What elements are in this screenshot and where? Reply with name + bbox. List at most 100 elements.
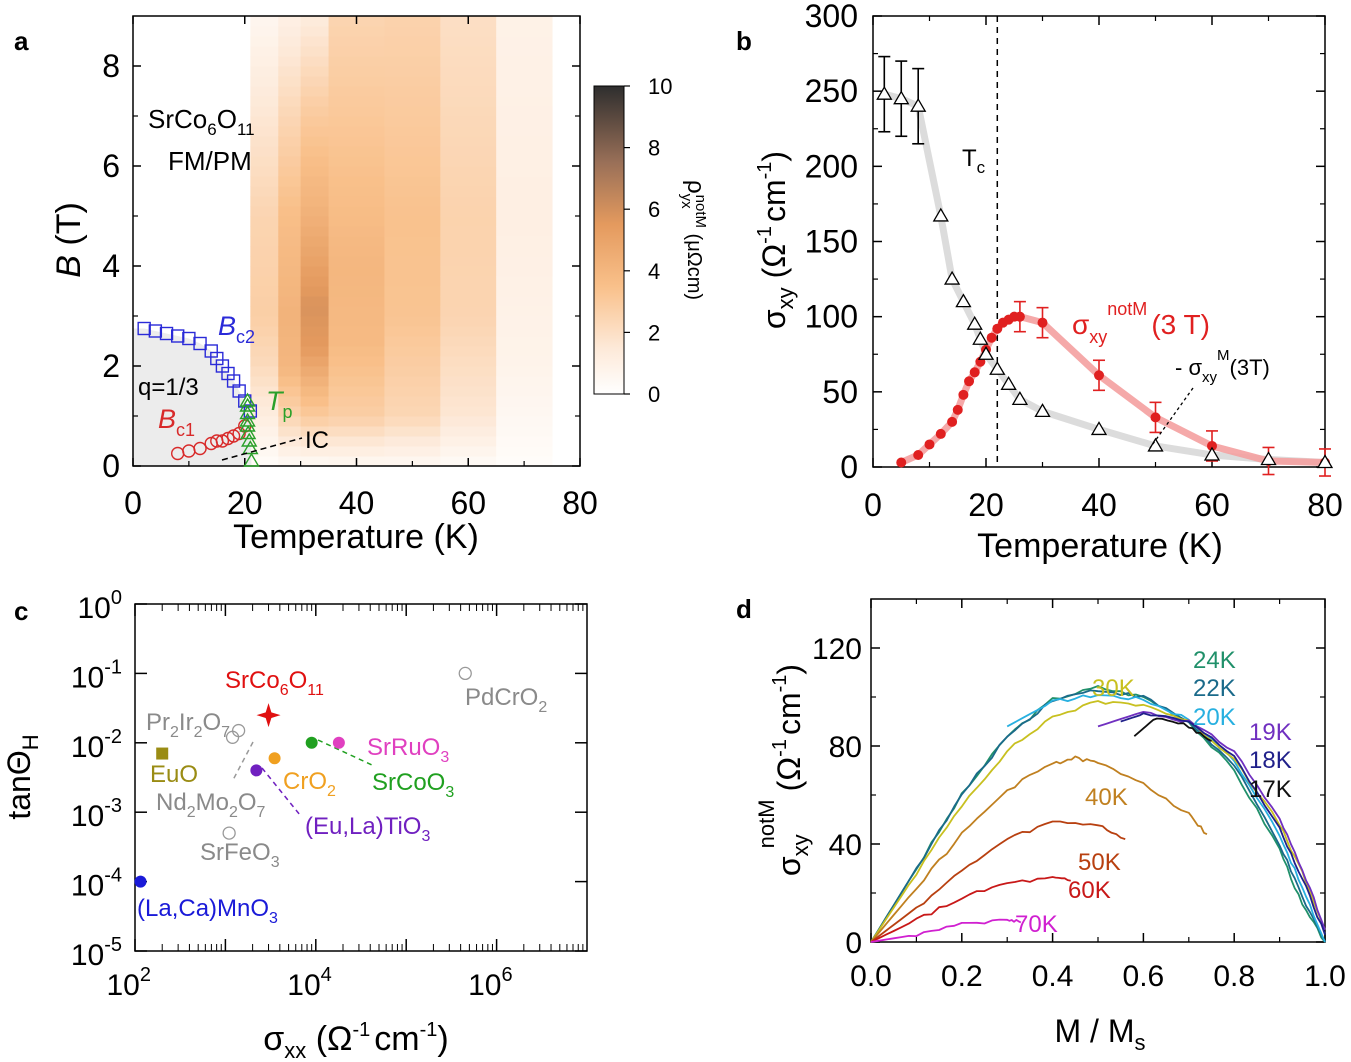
material-label: SrCo6O11 <box>225 667 324 699</box>
heatmap-cell <box>328 316 385 327</box>
series-label-70K: 70K <box>1015 911 1058 938</box>
heatmap-cell <box>278 406 302 417</box>
heatmap-cell <box>278 46 302 57</box>
heatmap-cell <box>250 246 279 257</box>
heatmap-cell <box>278 286 302 297</box>
heatmap-cell <box>440 116 497 127</box>
heatmap-cell <box>440 346 497 357</box>
heatmap-cell <box>496 406 553 417</box>
heatmap-cell <box>496 236 553 247</box>
heatmap-cell <box>496 26 553 37</box>
heatmap-cell <box>384 86 441 97</box>
panel-b-xtick: 40 <box>1081 487 1117 523</box>
heatmap-cell <box>300 276 330 287</box>
guide-curve <box>897 313 1329 466</box>
panel-c-ytick: 10-3 <box>71 795 122 833</box>
panel-b: b 0 20 40 60 80 0 50 100 150 200 250 300 Tc σxynotM… <box>736 0 1343 565</box>
heatmap-cell <box>278 416 302 427</box>
heatmap-cell <box>328 276 385 287</box>
heatmap-cell <box>250 26 279 37</box>
panel-c-ticks: 102 104 106 100 10-1 10-2 10-3 10-4 10-5 <box>71 587 587 1002</box>
heatmap-cell <box>440 406 497 417</box>
panel-b-xlabel: Temperature (K) <box>977 527 1223 565</box>
heatmap-cell <box>300 176 330 187</box>
material-point <box>222 826 236 840</box>
heatmap-cell <box>496 296 553 307</box>
heatmap-cell <box>250 136 279 147</box>
tp-point <box>242 440 259 455</box>
heatmap-cell <box>328 416 385 427</box>
panel-a-compound: SrCo6O11 <box>148 104 255 139</box>
panel-b-xtick: 0 <box>864 487 882 523</box>
heatmap-cell <box>300 296 330 307</box>
series-label-17K: 17K <box>1249 776 1292 803</box>
panel-d-ylabel: σxynotM(Ω-1cm-1) <box>754 664 813 876</box>
heatmap-cell <box>278 256 302 267</box>
heatmap-cell <box>440 366 497 377</box>
heatmap-cell <box>278 446 302 457</box>
heatmap-cell <box>496 166 553 177</box>
heatmap-cell <box>278 56 302 67</box>
heatmap-cell <box>384 196 441 207</box>
heatmap-cell <box>440 436 497 447</box>
heatmap-cell <box>300 446 330 457</box>
heatmap-cell <box>496 436 553 447</box>
heatmap-cell <box>250 316 279 327</box>
heatmap-cell <box>300 206 330 217</box>
series-label-30K: 30K <box>1092 675 1135 702</box>
heatmap-cell <box>496 66 553 77</box>
heatmap-cell <box>440 56 497 67</box>
heatmap-cell <box>384 376 441 387</box>
heatmap-cell <box>328 266 385 277</box>
heatmap-cell <box>278 246 302 257</box>
panel-c-ytick: 10-5 <box>71 934 122 972</box>
heatmap-cell <box>384 436 441 447</box>
heatmap-cell <box>384 316 441 327</box>
panel-a-xtick: 20 <box>227 485 263 521</box>
panel-c-xtick: 106 <box>468 964 513 1002</box>
curve-22K <box>870 689 1326 943</box>
heatmap-cell <box>496 106 553 117</box>
m-point <box>910 97 927 112</box>
heatmap-cell <box>328 176 385 187</box>
heatmap-cell <box>384 386 441 397</box>
heatmap-cell <box>328 66 385 77</box>
heatmap-cell <box>250 76 279 87</box>
material-label: Pr2Ir2O7 <box>146 709 230 741</box>
series-label-20K: 20K <box>1193 704 1236 731</box>
heatmap-cell <box>278 266 302 277</box>
heatmap-cell <box>250 196 279 207</box>
notm-point <box>969 367 980 378</box>
panel-d-label: d <box>736 594 752 624</box>
material-label: EuO <box>150 761 198 788</box>
heatmap-cell <box>496 256 553 267</box>
heatmap-cell <box>278 306 302 317</box>
heatmap-cell <box>384 156 441 167</box>
heatmap-cell <box>278 136 302 147</box>
panel-c-label: c <box>14 596 28 626</box>
heatmap-cell <box>496 306 553 317</box>
panel-b-notm-label: σxynotM (3 T) <box>1072 299 1210 347</box>
heatmap-cell <box>250 126 279 137</box>
heatmap-cell <box>496 16 553 27</box>
heatmap-cell <box>300 386 330 397</box>
heatmap-cell <box>440 266 497 277</box>
panel-a-ytick: 8 <box>102 48 120 84</box>
heatmap-cell <box>384 96 441 107</box>
panel-d-ytick: 0 <box>845 927 862 960</box>
heatmap-cell <box>440 156 497 167</box>
tp-point <box>239 417 256 432</box>
heatmap-cell <box>250 456 279 466</box>
heatmap-cell <box>496 76 553 87</box>
heatmap-cell <box>278 396 302 407</box>
heatmap-cell <box>250 146 279 157</box>
heatmap-cell <box>250 46 279 57</box>
heatmap-cell <box>384 26 441 37</box>
heatmap-cell <box>496 396 553 407</box>
heatmap-cell <box>496 326 553 337</box>
heatmap-cell <box>300 36 330 47</box>
heatmap-cell <box>496 246 553 257</box>
panel-c-ylabel: tanΘH <box>1 734 43 819</box>
heatmap-cell <box>440 86 497 97</box>
